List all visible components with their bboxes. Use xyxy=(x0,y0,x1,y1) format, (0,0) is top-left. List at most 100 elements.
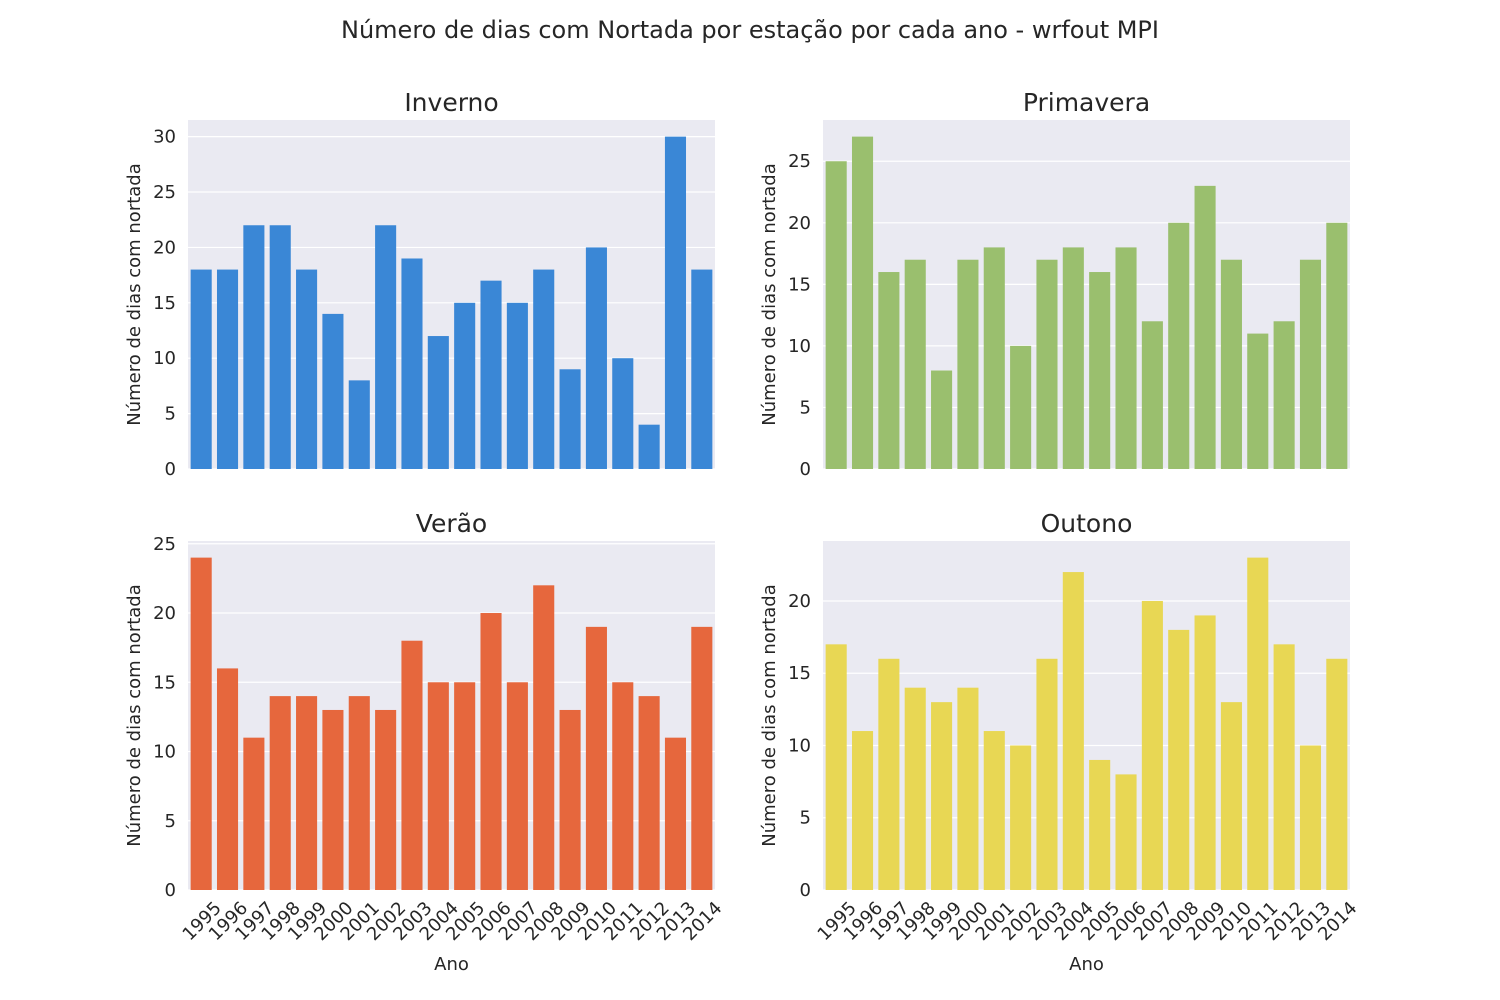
outono-bar-1995 xyxy=(825,644,847,890)
primavera-bar-1998 xyxy=(904,259,926,469)
primavera-bar-2002 xyxy=(1010,345,1032,469)
outono-ytick-label: 0 xyxy=(800,880,811,901)
outono-ylabel: Número de dias com nortada xyxy=(759,584,780,847)
outono-bar-2014 xyxy=(1326,658,1348,890)
primavera-bar-2005 xyxy=(1089,272,1111,469)
inverno-bar-2010 xyxy=(585,247,607,469)
primavera-bar-2000 xyxy=(957,259,979,469)
verao-ytick-label: 0 xyxy=(165,880,176,901)
verao-ylabel: Número de dias com nortada xyxy=(124,584,145,847)
verao-bar-2010 xyxy=(585,626,607,890)
primavera-bar-2012 xyxy=(1273,321,1295,469)
primavera-ytick-label: 15 xyxy=(788,274,811,295)
outono-bar-1996 xyxy=(851,731,874,890)
verao-bar-1999 xyxy=(296,696,318,890)
inverno-bar-1997 xyxy=(243,225,265,469)
outono-bar-2006 xyxy=(1115,774,1137,890)
inverno-ytick-label: 20 xyxy=(153,237,176,258)
inverno-ytick-label: 15 xyxy=(153,293,176,314)
verao-bar-1996 xyxy=(216,668,239,890)
verao-bar-2011 xyxy=(612,682,634,890)
verao-ytick-label: 20 xyxy=(153,603,176,624)
inverno-bar-2002 xyxy=(375,225,397,469)
verao-bar-2009 xyxy=(559,709,581,890)
inverno-bar-1999 xyxy=(296,269,318,469)
primavera-plot-area xyxy=(823,120,1350,469)
outono-bar-2011 xyxy=(1247,557,1269,890)
verao-bar-2013 xyxy=(664,737,687,890)
outono-ytick-label: 5 xyxy=(800,808,811,829)
outono-plot-area xyxy=(823,541,1350,890)
primavera-bar-1996 xyxy=(851,136,874,469)
verao-bar-2012 xyxy=(638,696,660,890)
inverno-bar-2008 xyxy=(533,269,555,469)
inverno-bar-2007 xyxy=(506,302,528,469)
outono-ytick-label: 15 xyxy=(788,663,811,684)
inverno-bar-2009 xyxy=(559,369,581,469)
inverno-panel-title: Inverno xyxy=(404,88,498,117)
outono-xlabel: Ano xyxy=(1069,954,1104,975)
primavera-ytick-label: 0 xyxy=(800,459,811,480)
outono-bar-2005 xyxy=(1089,759,1111,890)
primavera-bar-2008 xyxy=(1168,222,1190,469)
inverno-ytick-label: 10 xyxy=(153,348,176,369)
inverno-bar-2013 xyxy=(664,136,687,469)
verao-ytick-label: 10 xyxy=(153,742,176,763)
inverno-plot-area xyxy=(188,120,715,469)
primavera-ylabel: Número de dias com nortada xyxy=(759,163,780,426)
verao-bar-1998 xyxy=(269,696,291,890)
verao-bar-1997 xyxy=(243,737,265,890)
inverno-ylabel: Número de dias com nortada xyxy=(124,163,145,426)
verao-bar-2014 xyxy=(691,626,713,890)
inverno-bar-2000 xyxy=(322,313,344,469)
outono-bar-2010 xyxy=(1220,702,1242,890)
inverno-bar-2006 xyxy=(480,280,502,469)
verao-xlabel: Ano xyxy=(434,954,469,975)
inverno-ytick-label: 25 xyxy=(153,182,176,203)
primavera-bar-1999 xyxy=(931,370,953,469)
outono-bar-2001 xyxy=(983,731,1005,890)
outono-bar-2012 xyxy=(1273,644,1295,890)
primavera-bar-2007 xyxy=(1141,321,1163,469)
primavera-bar-2013 xyxy=(1299,259,1322,469)
inverno-bar-2005 xyxy=(454,302,476,469)
verao-bar-1995 xyxy=(190,557,212,890)
outono-panel-title: Outono xyxy=(1041,509,1133,538)
primavera-bar-2003 xyxy=(1036,259,1058,469)
outono-bar-2009 xyxy=(1194,615,1216,890)
outono-bar-1999 xyxy=(931,702,953,890)
inverno-bar-1998 xyxy=(269,225,291,469)
primavera-ytick-label: 5 xyxy=(800,397,811,418)
figure-title: Número de dias com Nortada por estação p… xyxy=(341,16,1159,44)
outono-bar-2008 xyxy=(1168,629,1190,890)
inverno-ytick-label: 30 xyxy=(153,127,176,148)
verao-ytick-label: 5 xyxy=(165,811,176,832)
primavera-panel-title: Primavera xyxy=(1023,88,1150,117)
primavera-ytick-label: 25 xyxy=(788,151,811,172)
outono-bar-2007 xyxy=(1141,600,1163,890)
primavera-bar-2014 xyxy=(1326,222,1348,469)
primavera-bar-2010 xyxy=(1220,259,1242,469)
inverno-bar-1996 xyxy=(216,269,239,469)
outono-ytick-label: 10 xyxy=(788,735,811,756)
primavera-bar-2004 xyxy=(1062,247,1084,469)
inverno-bar-2011 xyxy=(612,358,634,469)
primavera-bar-2009 xyxy=(1194,185,1216,470)
outono-bar-2003 xyxy=(1036,658,1058,890)
primavera-bar-1997 xyxy=(878,272,900,469)
verao-bar-2006 xyxy=(480,613,502,890)
inverno-bar-2004 xyxy=(427,336,449,469)
outono-bar-1998 xyxy=(904,687,926,890)
outono-bar-1997 xyxy=(878,658,900,890)
verao-bar-2008 xyxy=(533,585,555,890)
verao-bar-2007 xyxy=(506,682,528,890)
inverno-bar-2014 xyxy=(691,269,713,469)
outono-ytick-label: 20 xyxy=(788,591,811,612)
verao-bar-2000 xyxy=(322,709,344,890)
verao-panel-title: Verão xyxy=(416,509,487,538)
outono-bar-2004 xyxy=(1062,572,1084,890)
primavera-bar-2011 xyxy=(1247,333,1269,469)
verao-bar-2003 xyxy=(401,640,423,890)
primavera-bar-2001 xyxy=(983,247,1005,469)
